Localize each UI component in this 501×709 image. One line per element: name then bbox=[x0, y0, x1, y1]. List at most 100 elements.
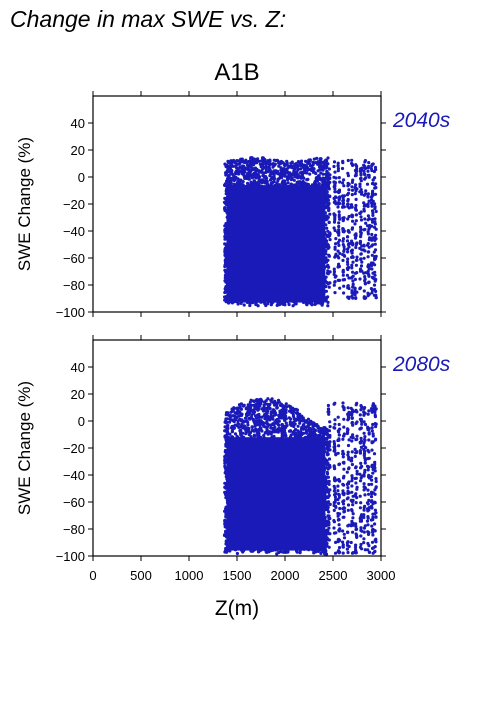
scatter-point bbox=[263, 158, 267, 162]
scatter-point bbox=[272, 176, 277, 181]
scatter-point bbox=[364, 221, 368, 225]
scatter-point bbox=[257, 170, 262, 174]
scatter-point bbox=[287, 175, 291, 179]
scatter-point bbox=[366, 269, 370, 273]
scatter-point bbox=[326, 246, 330, 250]
scatter-point bbox=[305, 303, 309, 307]
scatter-point bbox=[242, 164, 246, 168]
scatter-point bbox=[351, 296, 355, 300]
scatter-point bbox=[367, 217, 371, 221]
scatter-point bbox=[349, 203, 354, 207]
scatter-point bbox=[369, 287, 373, 291]
scatter-point bbox=[350, 248, 354, 252]
scatter-point bbox=[237, 172, 241, 176]
scatter-point bbox=[244, 158, 248, 162]
scatter-point bbox=[353, 168, 357, 173]
scatter-point bbox=[363, 159, 367, 163]
scatter-point bbox=[314, 171, 318, 176]
scatter-point bbox=[346, 242, 350, 247]
scatter-point bbox=[286, 177, 290, 182]
scatter-point bbox=[353, 277, 357, 281]
scatter-point bbox=[347, 245, 351, 249]
scatter-point bbox=[289, 178, 293, 182]
scatter-point bbox=[359, 252, 363, 256]
scatter-point bbox=[288, 164, 292, 168]
scatter-point bbox=[337, 233, 341, 237]
scatter-point bbox=[342, 249, 346, 253]
scatter-point bbox=[373, 238, 377, 242]
scatter-point bbox=[366, 242, 370, 246]
scatter-point bbox=[317, 165, 322, 169]
scatter-point bbox=[363, 282, 367, 286]
scatter-point bbox=[293, 167, 297, 171]
scatter-point bbox=[251, 163, 256, 167]
scatter-point bbox=[370, 224, 374, 228]
scatter-point bbox=[373, 263, 377, 267]
scatter-point bbox=[371, 243, 375, 247]
scatter-point bbox=[328, 176, 332, 180]
scatter-point bbox=[234, 175, 238, 180]
scatter-point bbox=[338, 180, 342, 184]
scatter-point bbox=[325, 226, 329, 230]
scatter-point bbox=[271, 180, 275, 184]
scatter-point bbox=[362, 228, 366, 232]
scatter-point bbox=[372, 169, 376, 174]
scatter-point bbox=[223, 290, 228, 294]
scatter-point bbox=[338, 201, 342, 205]
scatter-point bbox=[336, 254, 340, 258]
scatter-point bbox=[324, 299, 328, 303]
scatter-point bbox=[353, 236, 358, 240]
scatter-point bbox=[313, 161, 317, 165]
scatter-point bbox=[363, 275, 367, 279]
scatter-point bbox=[364, 176, 368, 180]
scatter-point bbox=[342, 253, 346, 257]
scatter-point bbox=[337, 176, 341, 180]
scatter-point bbox=[334, 237, 338, 241]
scatter-point bbox=[351, 270, 355, 274]
scatter-point bbox=[283, 169, 288, 174]
scatter-point bbox=[350, 158, 354, 162]
scatter-point bbox=[374, 233, 378, 237]
scatter-point bbox=[248, 168, 252, 172]
y-tick-label: 20 bbox=[71, 143, 85, 158]
scatter-point bbox=[332, 212, 336, 216]
scatter-point bbox=[351, 282, 355, 286]
scatter-point bbox=[266, 159, 270, 163]
scatter-point bbox=[351, 241, 355, 246]
scatter-point bbox=[328, 238, 332, 242]
scatter-point bbox=[373, 279, 377, 283]
scatter-point bbox=[336, 205, 340, 209]
scatter-point bbox=[294, 162, 298, 166]
scatter-point bbox=[355, 258, 359, 262]
scatter-point bbox=[337, 230, 341, 234]
scatter-point bbox=[281, 161, 285, 165]
scatter-point bbox=[332, 270, 336, 274]
scatter-point bbox=[341, 228, 345, 233]
scatter-point bbox=[366, 194, 370, 198]
scatter-point bbox=[242, 174, 246, 178]
scatter-point bbox=[358, 269, 363, 273]
scatter-point bbox=[326, 304, 330, 308]
scatter-point bbox=[347, 214, 351, 219]
scatter-point bbox=[345, 273, 349, 277]
scatter-point bbox=[370, 169, 374, 173]
scatter-point bbox=[263, 176, 268, 180]
scatter-point bbox=[373, 287, 377, 292]
scatter-point bbox=[366, 224, 370, 228]
scatter-point bbox=[373, 165, 378, 170]
scatter-point bbox=[314, 176, 318, 180]
scatter-point bbox=[287, 302, 291, 307]
scatter-point bbox=[346, 295, 350, 299]
scatter-point bbox=[350, 266, 354, 270]
scatter-point bbox=[370, 164, 374, 168]
scatter-point bbox=[304, 159, 308, 163]
scatter-point bbox=[349, 205, 353, 209]
scatter-point bbox=[354, 245, 358, 250]
scatter-point bbox=[353, 233, 357, 237]
scatter-point bbox=[327, 285, 331, 289]
scatter-point bbox=[369, 261, 374, 265]
scatter-point bbox=[223, 464, 227, 468]
y-tick-label: 40 bbox=[71, 116, 85, 131]
scatter-point bbox=[239, 301, 243, 305]
scatter-point bbox=[353, 271, 358, 275]
